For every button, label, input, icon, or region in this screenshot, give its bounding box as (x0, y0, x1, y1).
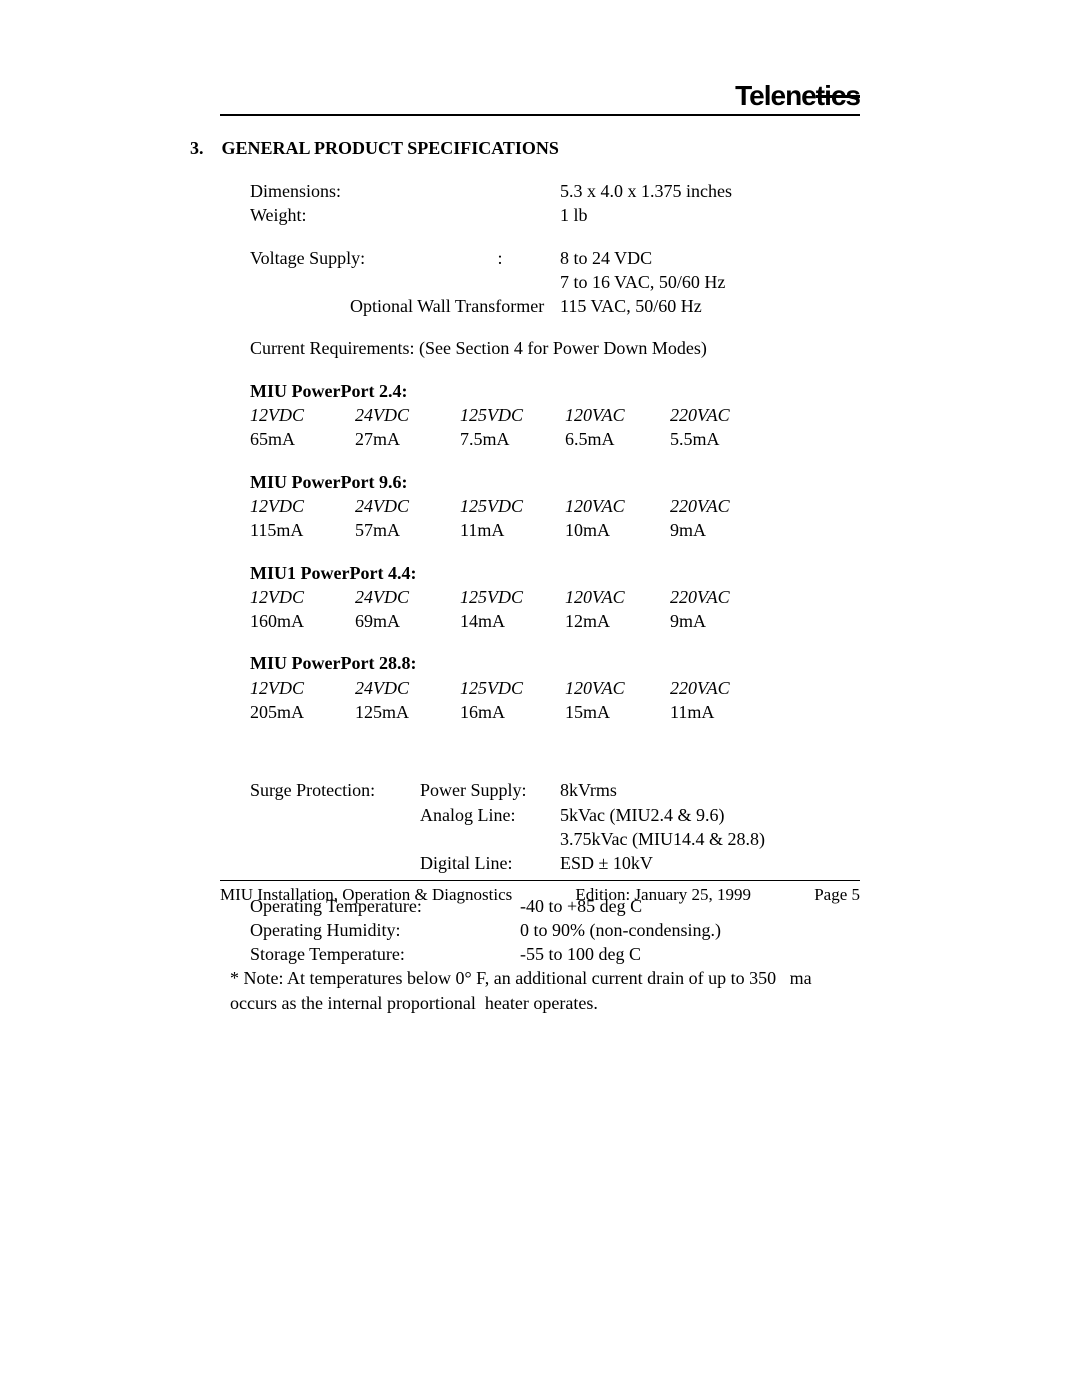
table-header-cell: 220VAC (670, 403, 775, 427)
table-title: MIU PowerPort 2.4: (250, 379, 860, 403)
op-hum-label: Operating Humidity: (250, 918, 520, 942)
footer: MIU Installation, Operation & Diagnostic… (220, 880, 860, 905)
table-header-cell: 24VDC (355, 676, 460, 700)
current-tables: MIU PowerPort 2.4:12VDC24VDC125VDC120VAC… (250, 379, 860, 743)
table-value-cell: 11mA (460, 518, 565, 542)
table-value-cell: 115mA (250, 518, 355, 542)
table-value-cell: 12mA (565, 609, 670, 633)
footnote: * Note: At temperatures below 0° F, an a… (230, 966, 860, 1015)
table-header-cell: 24VDC (355, 585, 460, 609)
weight-value: 1 lb (560, 203, 860, 227)
dimensions-value: 5.3 x 4.0 x 1.375 inches (560, 179, 860, 203)
stor-temp-value: -55 to 100 deg C (520, 942, 641, 966)
weight-label: Weight: (250, 203, 560, 227)
table-header-cell: 24VDC (355, 403, 460, 427)
stor-temp-row: Storage Temperature: -55 to 100 deg C (250, 942, 860, 966)
surge-v-2: 3.75kVac (MIU14.4 & 28.8) (560, 827, 765, 851)
footer-left: MIU Installation, Operation & Diagnostic… (220, 885, 512, 905)
current-requirements: Current Requirements: (See Section 4 for… (250, 336, 860, 360)
surge-label: Surge Protection: (250, 778, 420, 802)
table-title: MIU PowerPort 28.8: (250, 651, 860, 675)
dimensions-label: Dimensions: (250, 179, 560, 203)
table-header-cell: 120VAC (565, 403, 670, 427)
table-header-cell: 12VDC (250, 585, 355, 609)
page: Telenetics 3. GENERAL PRODUCT SPECIFICAT… (0, 0, 1080, 1015)
table-value-cell: 160mA (250, 609, 355, 633)
table-header-cell: 220VAC (670, 585, 775, 609)
section-title-text: GENERAL PRODUCT SPECIFICATIONS (222, 138, 559, 158)
surge-v-1: 5kVac (MIU2.4 & 9.6) (560, 803, 724, 827)
op-hum-row: Operating Humidity: 0 to 90% (non-conden… (250, 918, 860, 942)
wall-transformer-value: 115 VAC, 50/60 Hz (560, 294, 860, 318)
table-header-cell: 220VAC (670, 494, 775, 518)
table-header-cell: 24VDC (355, 494, 460, 518)
surge-k-2 (420, 827, 560, 851)
table-header-cell: 12VDC (250, 676, 355, 700)
table-value-cell: 15mA (565, 700, 670, 724)
table-value-cell: 16mA (460, 700, 565, 724)
table-value-cell: 10mA (565, 518, 670, 542)
current-table: 12VDC24VDC125VDC120VAC220VAC 115mA57mA11m… (250, 494, 775, 543)
table-value-cell: 7.5mA (460, 427, 565, 451)
op-hum-value: 0 to 90% (non-condensing.) (520, 918, 721, 942)
surge-k-1: Analog Line: (420, 803, 560, 827)
table-header-cell: 220VAC (670, 676, 775, 700)
table-header-cell: 125VDC (460, 676, 565, 700)
table-value-cell: 125mA (355, 700, 460, 724)
table-title: MIU PowerPort 9.6: (250, 470, 860, 494)
table-value-cell: 9mA (670, 609, 775, 633)
table-value-cell: 9mA (670, 518, 775, 542)
surge-block: Surge Protection: Power Supply: 8kVrms A… (250, 778, 860, 875)
voltage-value-2: 7 to 16 VAC, 50/60 Hz (560, 270, 860, 294)
table-header-cell: 12VDC (250, 403, 355, 427)
table-value-cell: 11mA (670, 700, 775, 724)
dimensions-row: Dimensions: 5.3 x 4.0 x 1.375 inches (250, 179, 860, 203)
table-header-cell: 125VDC (460, 585, 565, 609)
table-value-cell: 6.5mA (565, 427, 670, 451)
voltage-row-1: Voltage Supply: : 8 to 24 VDC (250, 246, 860, 270)
current-table: 12VDC24VDC125VDC120VAC220VAC 205mA125mA16… (250, 676, 775, 725)
surge-k-0: Power Supply: (420, 778, 560, 802)
table-header-cell: 125VDC (460, 403, 565, 427)
table-header-cell: 125VDC (460, 494, 565, 518)
voltage-colon: : (440, 246, 560, 270)
table-value-cell: 205mA (250, 700, 355, 724)
table-value-cell: 57mA (355, 518, 460, 542)
table-header-cell: 12VDC (250, 494, 355, 518)
weight-row: Weight: 1 lb (250, 203, 860, 227)
surge-k-3: Digital Line: (420, 851, 560, 875)
surge-v-0: 8kVrms (560, 778, 617, 802)
section-number: 3. (190, 138, 204, 158)
stor-temp-label: Storage Temperature: (250, 942, 520, 966)
voltage-value-1: 8 to 24 VDC (560, 246, 860, 270)
current-table: 12VDC24VDC125VDC120VAC220VAC 65mA27mA7.5m… (250, 403, 775, 452)
section-heading: 3. GENERAL PRODUCT SPECIFICATIONS (190, 138, 860, 159)
table-title: MIU1 PowerPort 4.4: (250, 561, 860, 585)
voltage-label: Voltage Supply: (250, 246, 440, 270)
current-table: 12VDC24VDC125VDC120VAC220VAC 160mA69mA14m… (250, 585, 775, 634)
surge-v-3: ESD ± 10kV (560, 851, 653, 875)
table-header-cell: 120VAC (565, 676, 670, 700)
wall-transformer-row: Optional Wall Transformer 115 VAC, 50/60… (250, 294, 860, 318)
header-rule: Telenetics (220, 80, 860, 116)
table-value-cell: 27mA (355, 427, 460, 451)
brand-logo: Telenetics (735, 80, 860, 112)
table-header-cell: 120VAC (565, 494, 670, 518)
table-value-cell: 69mA (355, 609, 460, 633)
table-value-cell: 14mA (460, 609, 565, 633)
wall-transformer-label: Optional Wall Transformer (350, 294, 560, 318)
table-value-cell: 5.5mA (670, 427, 775, 451)
footer-mid: Edition: January 25, 1999 (575, 885, 751, 905)
voltage-row-2: 7 to 16 VAC, 50/60 Hz (250, 270, 860, 294)
footer-right: Page 5 (814, 885, 860, 905)
table-header-cell: 120VAC (565, 585, 670, 609)
table-value-cell: 65mA (250, 427, 355, 451)
